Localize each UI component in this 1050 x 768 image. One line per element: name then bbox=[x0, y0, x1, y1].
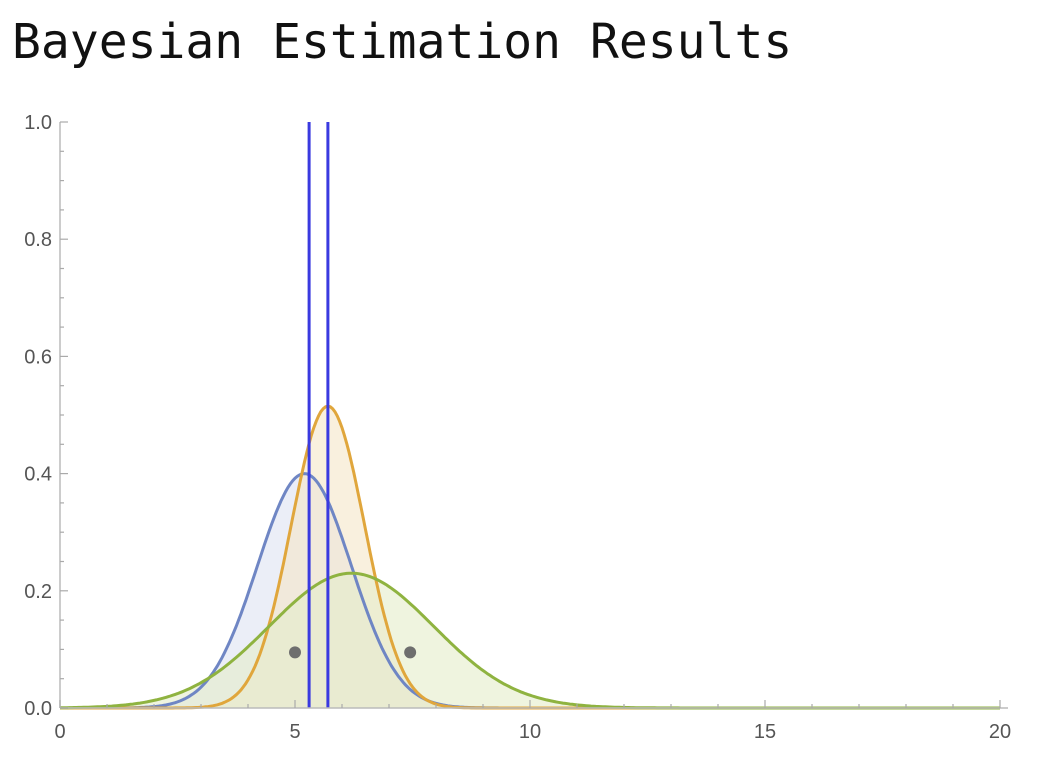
axes bbox=[59, 122, 1008, 709]
vertical-lines bbox=[307, 122, 330, 708]
data-point-0 bbox=[289, 646, 301, 659]
density-curves bbox=[60, 404, 1000, 710]
x-tick-label: 20 bbox=[989, 721, 1011, 743]
density-curve-1 bbox=[60, 404, 1000, 710]
y-tick-label: 0.8 bbox=[24, 229, 52, 251]
x-tick-label: 5 bbox=[289, 721, 300, 743]
y-tick-label: 1.0 bbox=[24, 112, 52, 134]
density-fill-2 bbox=[60, 573, 1000, 708]
x-tick-label: 10 bbox=[519, 721, 541, 743]
data-point-1 bbox=[404, 646, 417, 659]
y-tick-label: 0.4 bbox=[24, 464, 52, 486]
data-points bbox=[289, 646, 417, 659]
density-curve-0 bbox=[60, 472, 1000, 710]
density-fill-1 bbox=[60, 406, 1000, 708]
chart-title: Bayesian Estimation Results bbox=[12, 14, 793, 70]
y-tick-label: 0.6 bbox=[24, 346, 52, 368]
density-fills bbox=[60, 406, 1000, 708]
y-tick-label: 0.2 bbox=[24, 581, 52, 603]
axis-ticks bbox=[59, 121, 1001, 709]
x-tick-label: 0 bbox=[54, 721, 65, 743]
y-tick-label: 0.0 bbox=[24, 698, 52, 720]
tick-labels: 0 5 10 15 20 0.0 0.2 0.4 0.6 0.8 1.0 bbox=[24, 112, 1011, 743]
density-fill-0 bbox=[60, 473, 1000, 708]
x-tick-label: 15 bbox=[754, 721, 776, 743]
